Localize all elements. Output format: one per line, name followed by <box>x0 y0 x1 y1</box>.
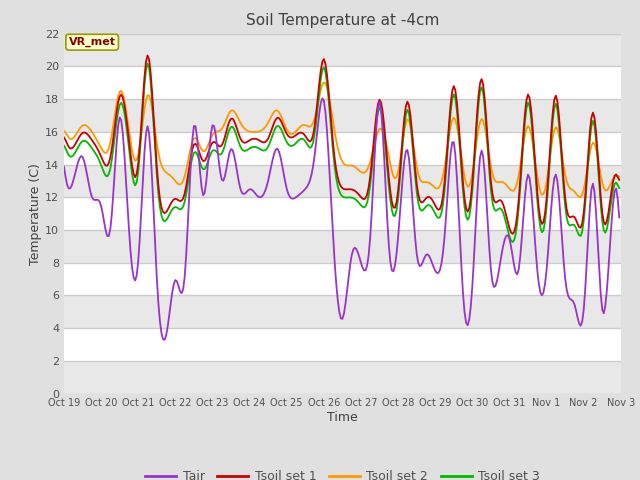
Tair <box>616 215 623 220</box>
Tair <box>319 96 326 101</box>
Tair <box>60 164 68 169</box>
Tsoil set 2 <box>244 128 252 134</box>
Tair <box>128 264 136 270</box>
Tair <box>161 337 168 343</box>
Line: Tsoil set 1: Tsoil set 1 <box>64 56 620 234</box>
Bar <box>64 230 621 263</box>
Tsoil set 1 <box>143 53 151 59</box>
Tsoil set 2 <box>320 80 328 85</box>
Title: Soil Temperature at -4cm: Soil Temperature at -4cm <box>246 13 439 28</box>
Tair <box>227 146 235 152</box>
Y-axis label: Temperature (C): Temperature (C) <box>29 163 42 264</box>
Tsoil set 3 <box>255 145 263 151</box>
Tsoil set 3 <box>616 185 623 191</box>
Tsoil set 2 <box>588 143 595 149</box>
Tsoil set 3 <box>305 144 312 149</box>
Tsoil set 1 <box>227 116 235 121</box>
Tsoil set 3 <box>128 171 136 177</box>
Tsoil set 2 <box>253 129 261 135</box>
Tsoil set 1 <box>255 137 263 143</box>
Tsoil set 2 <box>303 123 310 129</box>
Line: Tsoil set 3: Tsoil set 3 <box>64 64 620 242</box>
Line: Tsoil set 2: Tsoil set 2 <box>64 83 620 197</box>
Tair <box>305 181 312 187</box>
Tsoil set 3 <box>60 143 68 148</box>
Tsoil set 3 <box>227 124 235 130</box>
Tsoil set 2 <box>616 174 623 180</box>
Legend: Tair, Tsoil set 1, Tsoil set 2, Tsoil set 3: Tair, Tsoil set 1, Tsoil set 2, Tsoil se… <box>140 465 545 480</box>
Bar <box>64 34 621 66</box>
Bar <box>64 295 621 328</box>
Tsoil set 1 <box>246 137 253 143</box>
Tair <box>255 194 263 200</box>
Line: Tair: Tair <box>64 98 620 340</box>
Tsoil set 1 <box>509 231 516 237</box>
Tsoil set 1 <box>588 115 595 120</box>
Tair <box>246 186 253 192</box>
Tsoil set 1 <box>60 134 68 140</box>
Tsoil set 1 <box>616 177 623 183</box>
Tsoil set 1 <box>128 162 136 168</box>
Bar <box>64 99 621 132</box>
Tsoil set 3 <box>509 239 516 245</box>
Tsoil set 3 <box>143 61 151 67</box>
Tsoil set 3 <box>588 123 595 129</box>
Tsoil set 1 <box>305 138 312 144</box>
Tsoil set 2 <box>577 194 584 200</box>
Tsoil set 3 <box>246 145 253 151</box>
X-axis label: Time: Time <box>327 411 358 424</box>
Tsoil set 2 <box>226 110 234 116</box>
Tsoil set 2 <box>60 128 68 134</box>
Tair <box>588 186 595 192</box>
Bar <box>64 165 621 197</box>
Bar <box>64 361 621 394</box>
Text: VR_met: VR_met <box>68 37 116 48</box>
Tsoil set 2 <box>128 148 136 154</box>
